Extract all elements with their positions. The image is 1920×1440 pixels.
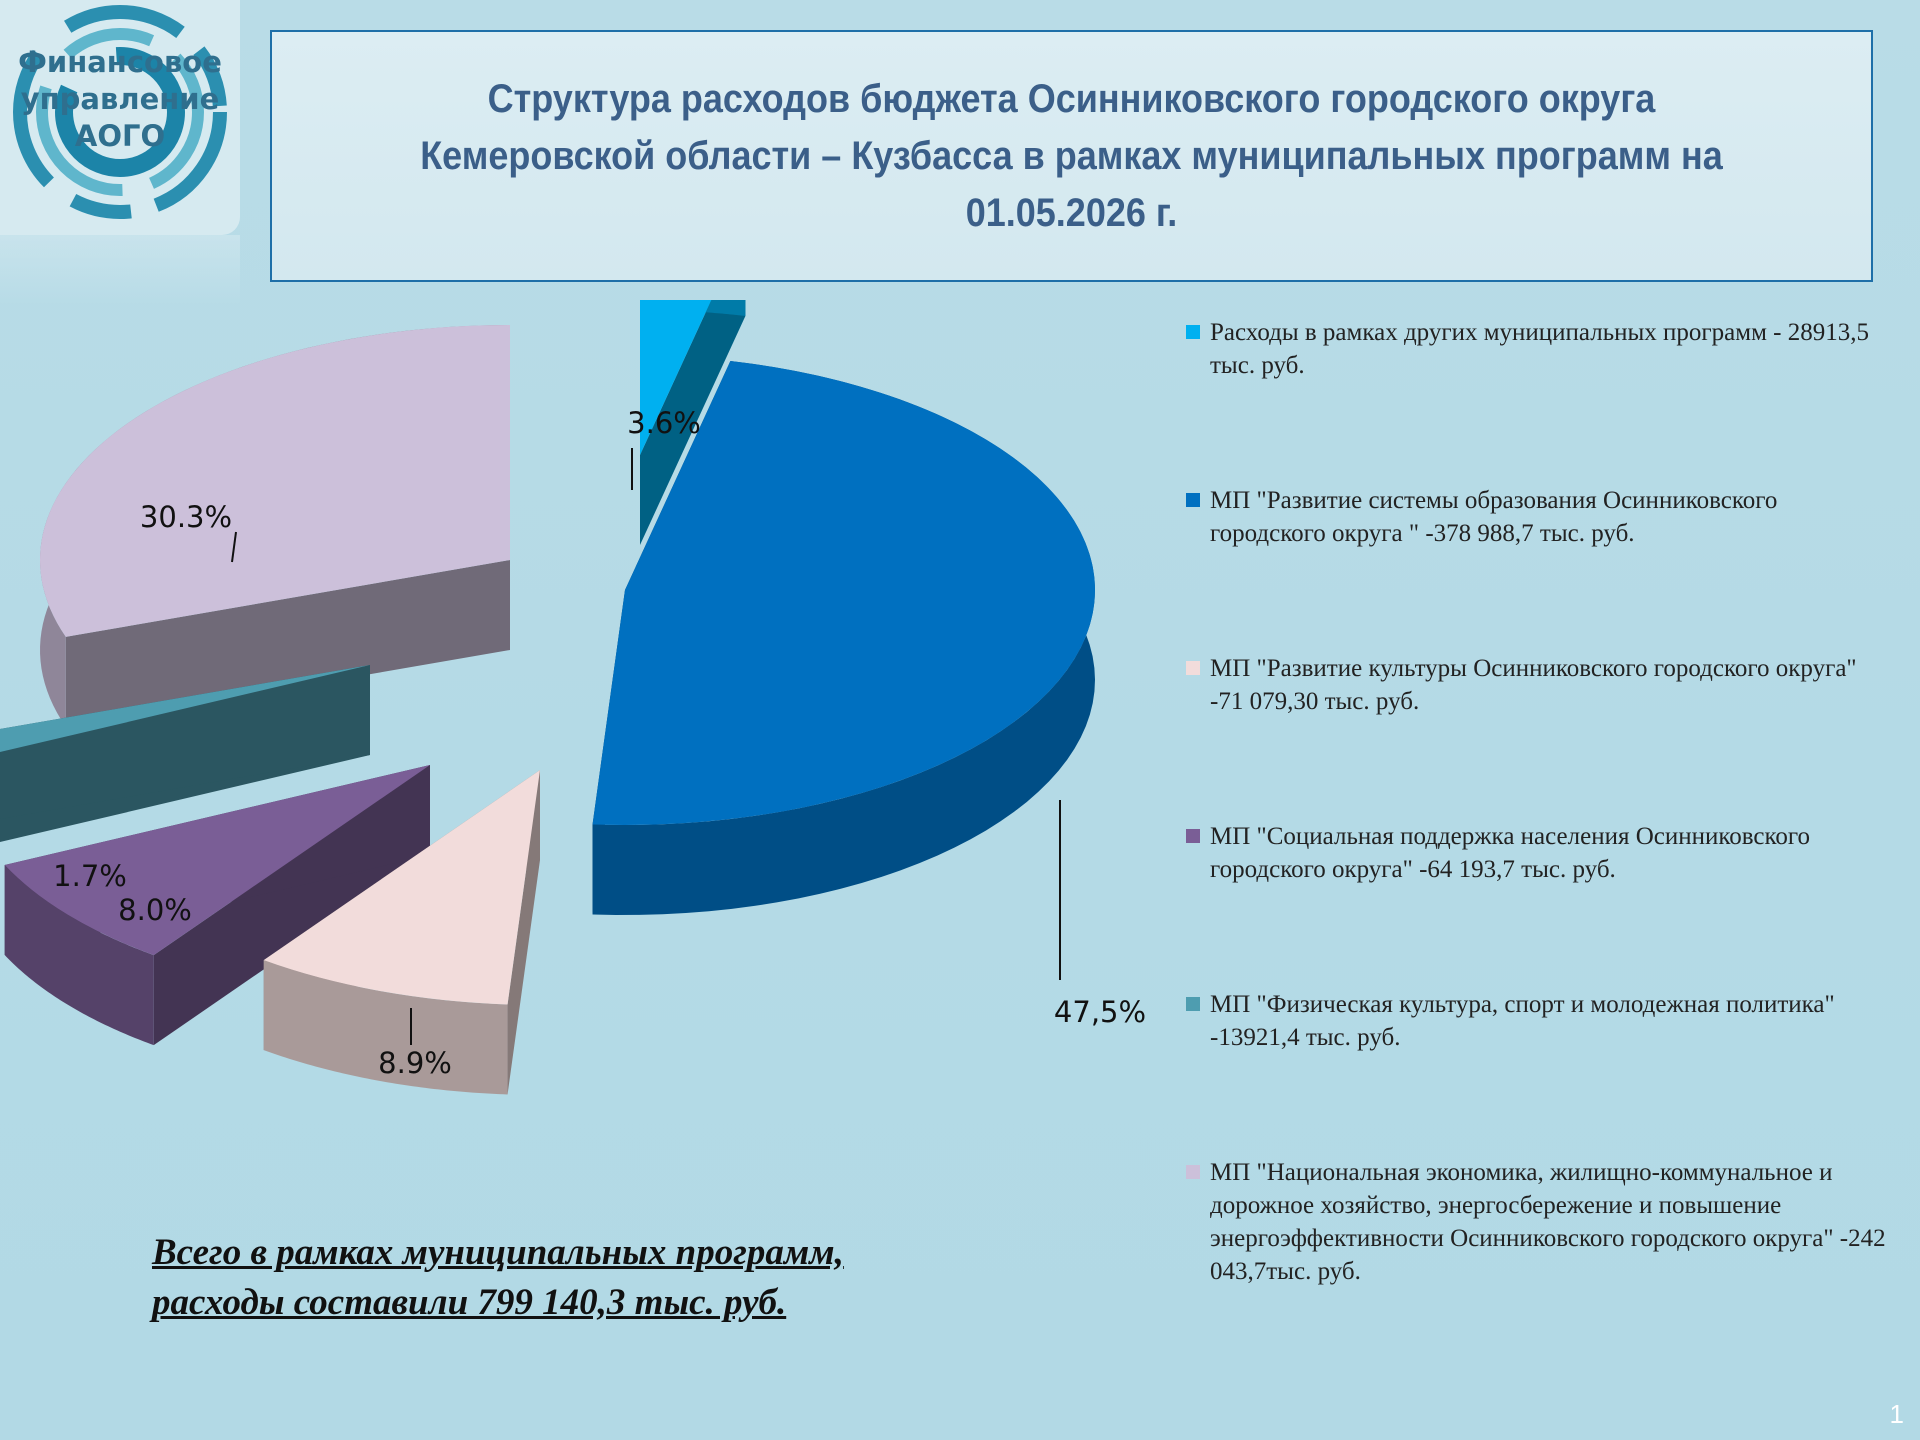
logo-rings-icon [13, 5, 227, 219]
logo: Финансовое управление АОГО [0, 0, 240, 235]
total-line: Всего в рамках муниципальных программ, [152, 1232, 844, 1273]
logo-line: управление [20, 82, 220, 116]
logo-text: Финансовое управление АОГО [12, 44, 228, 155]
pie-chart: 3.6% 47,5% 8.9% 8.0%1.7% 30.3% [0, 300, 1146, 1095]
legend-text: МП "Физическая культура, спорт и молодеж… [1210, 991, 1835, 1051]
logo-line: Финансовое [18, 45, 222, 79]
legend-text: МП "Развитие системы образования Осинник… [1210, 487, 1778, 547]
leader-line [231, 531, 237, 563]
slice-label: 8.9% [378, 1046, 452, 1080]
page-number: 1 [1889, 1399, 1904, 1429]
pie-slice [640, 300, 746, 545]
pie-slice [592, 360, 1096, 915]
title-line: 01.05.2026 г. [965, 190, 1178, 235]
title-line: Кемеровской области – Кузбасса в рамках … [420, 133, 1723, 178]
total-line: расходы составили 799 140,3 тыс. руб. [152, 1282, 787, 1323]
legend-swatch [1186, 325, 1200, 339]
total-summary: Всего в рамках муниципальных программ, р… [152, 1228, 1052, 1328]
slice-label: 8.0% [118, 893, 192, 927]
logo-reflection [0, 235, 240, 305]
slice-label: 1.7% [53, 859, 127, 893]
legend-text: МП "Развитие культуры Осинниковского гор… [1210, 655, 1857, 715]
legend-text: МП "Национальная экономика, жилищно-комм… [1210, 1159, 1886, 1285]
legend-swatch [1186, 829, 1200, 843]
legend-text: МП "Социальная поддержка населения Осинн… [1210, 823, 1811, 883]
page-title: Структура расходов бюджета Осинниковског… [352, 71, 1791, 242]
legend-swatch [1186, 997, 1200, 1011]
legend-swatch [1186, 661, 1200, 675]
pie-slice [4, 765, 430, 1046]
legend-text: Расходы в рамках других муниципальных пр… [1210, 319, 1869, 379]
slice-label: 47,5% [1054, 995, 1146, 1029]
slice-label: 3.6% [627, 406, 701, 440]
pie-slice [39, 325, 510, 727]
slice-label: 30.3% [140, 500, 232, 534]
title-box: Структура расходов бюджета Осинниковског… [270, 30, 1873, 282]
pie-slice [263, 770, 540, 1095]
title-line: Структура расходов бюджета Осинниковског… [487, 76, 1656, 121]
legend-swatch [1186, 1165, 1200, 1179]
logo-line: АОГО [74, 119, 166, 153]
pie-slice [0, 665, 370, 843]
legend-swatch [1186, 493, 1200, 507]
